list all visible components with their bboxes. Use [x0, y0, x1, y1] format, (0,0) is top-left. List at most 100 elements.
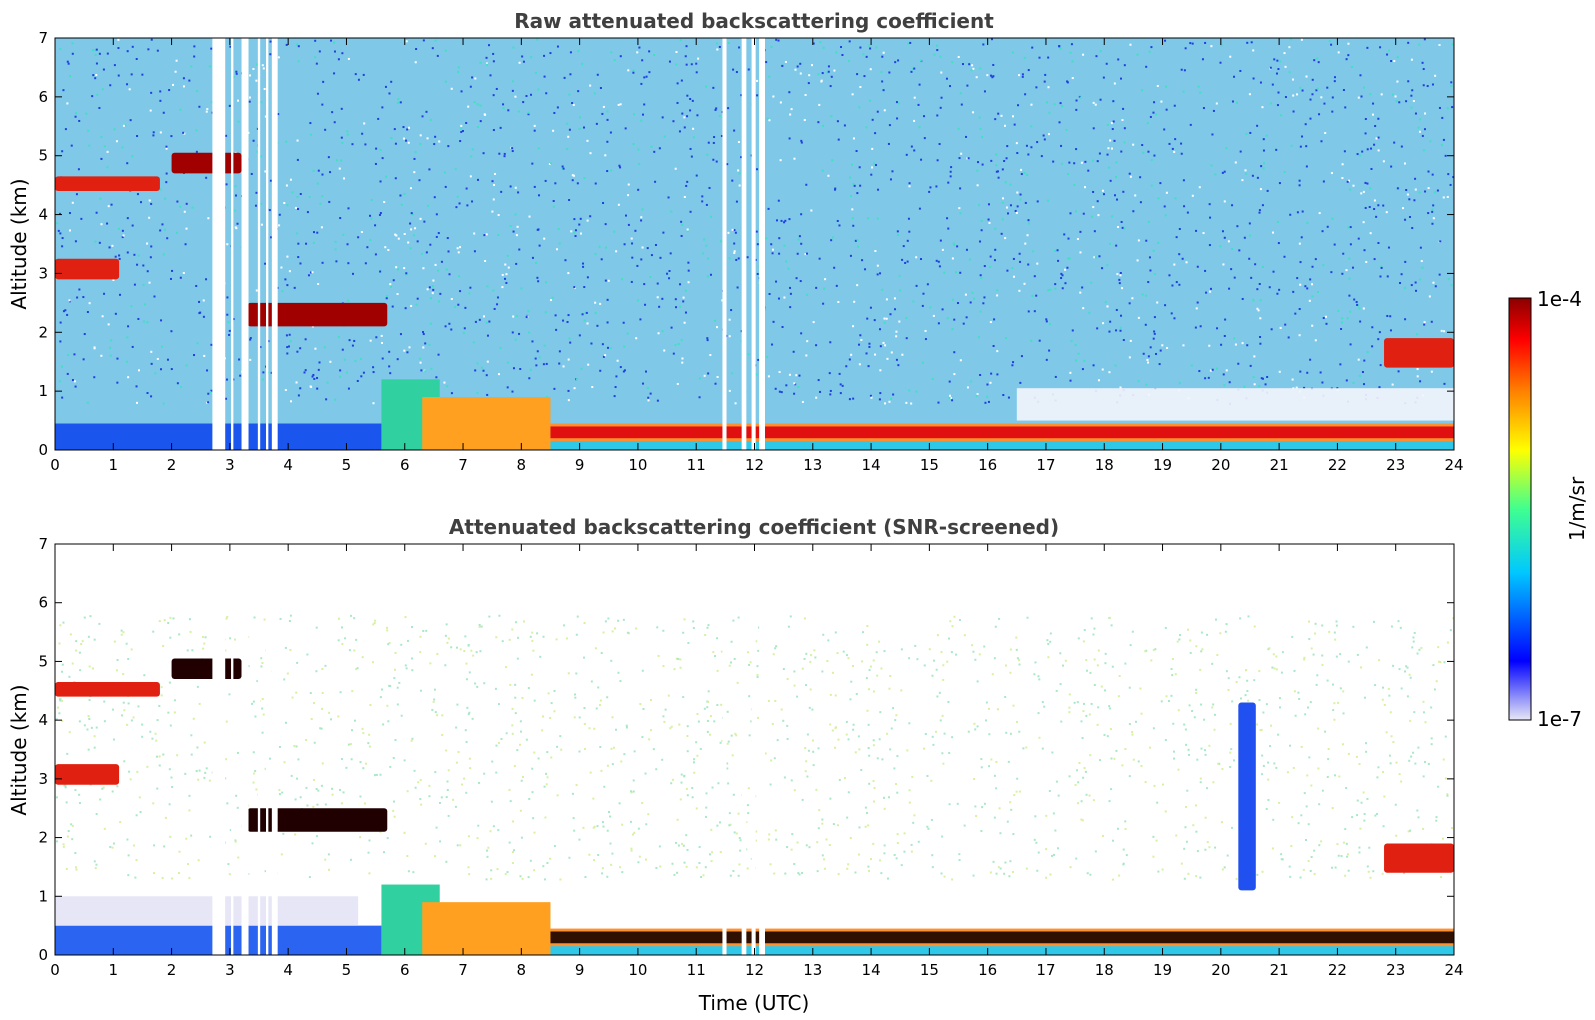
data-gap-7 — [741, 544, 747, 955]
data-gap-8 — [751, 38, 756, 450]
colorbar-unit-label: 1/m/sr — [1565, 476, 1589, 541]
colorbar-gradient — [1508, 297, 1532, 721]
x-tick-label: 10 — [628, 961, 647, 979]
data-gap-7 — [741, 38, 747, 450]
y-tick-label: 1 — [38, 887, 48, 905]
y-tick-label: 3 — [38, 264, 48, 282]
x-tick-label: 13 — [803, 456, 822, 474]
feature-cloud-3 — [247, 302, 388, 327]
x-tick-label: 19 — [1153, 456, 1172, 474]
feature-cloud-2 — [55, 764, 120, 785]
y-tick-label: 4 — [38, 206, 48, 224]
x-tick-label: 15 — [920, 456, 939, 474]
panel1-heatmap — [55, 38, 1454, 450]
panel2-ylabel: Altitude (km) — [7, 684, 31, 815]
data-gap-9 — [759, 544, 765, 955]
feature-cloud-0 — [55, 176, 160, 192]
data-gap-2 — [241, 544, 249, 955]
data-gap-4 — [266, 38, 269, 450]
y-tick-label: 2 — [38, 323, 48, 341]
data-gap-3 — [257, 38, 261, 450]
data-gap-5 — [271, 38, 278, 450]
x-tick-label: 22 — [1328, 456, 1347, 474]
x-tick-label: 14 — [862, 961, 881, 979]
x-tick-label: 1 — [109, 961, 119, 979]
feature-cloud-3 — [247, 808, 388, 832]
x-tick-label: 9 — [575, 456, 585, 474]
x-tick-label: 12 — [745, 456, 764, 474]
y-tick-label: 5 — [38, 147, 48, 165]
y-tick-label: 5 — [38, 652, 48, 670]
y-tick-label: 6 — [38, 88, 48, 106]
x-tick-label: 4 — [283, 961, 293, 979]
x-tick-label: 20 — [1211, 456, 1230, 474]
data-gap-4 — [266, 544, 269, 955]
x-tick-label: 3 — [225, 961, 235, 979]
feature-boundary-layer-6 — [381, 884, 1454, 955]
y-tick-label: 0 — [38, 946, 48, 964]
x-tick-label: 21 — [1270, 961, 1289, 979]
feature-boundary-layer-5 — [381, 379, 1454, 450]
y-tick-label: 7 — [38, 29, 48, 47]
panel2-xlabel: Time (UTC) — [698, 991, 810, 1015]
x-tick-label: 5 — [342, 456, 352, 474]
x-tick-label: 10 — [628, 456, 647, 474]
x-tick-label: 8 — [517, 961, 527, 979]
x-tick-label: 23 — [1386, 961, 1405, 979]
x-tick-label: 24 — [1444, 961, 1463, 979]
data-gap-2 — [241, 38, 249, 450]
x-tick-label: 8 — [517, 456, 527, 474]
data-gap-0 — [212, 38, 226, 450]
x-tick-label: 18 — [1095, 456, 1114, 474]
data-gap-6 — [722, 38, 727, 450]
feature-cloud-5 — [1384, 843, 1454, 873]
x-tick-label: 4 — [283, 456, 293, 474]
x-tick-label: 16 — [978, 456, 997, 474]
x-tick-label: 23 — [1386, 456, 1405, 474]
x-tick-label: 0 — [50, 961, 60, 979]
x-tick-label: 17 — [1036, 456, 1055, 474]
panel2-heatmap — [55, 544, 1454, 955]
data-gap-1 — [231, 38, 234, 450]
noise-speckle — [56, 38, 1454, 405]
panel2-title: Attenuated backscattering coefficient (S… — [449, 515, 1059, 539]
y-tick-label: 3 — [38, 770, 48, 788]
colorbar-max-label: 1e-4 — [1537, 287, 1582, 311]
x-tick-label: 6 — [400, 961, 410, 979]
feature-cloud-0 — [55, 681, 160, 697]
panel1-ylabel: Altitude (km) — [7, 178, 31, 309]
data-gap-3 — [257, 544, 261, 955]
x-tick-label: 11 — [687, 961, 706, 979]
x-tick-label: 18 — [1095, 961, 1114, 979]
data-gap-0 — [212, 544, 226, 955]
y-tick-label: 4 — [38, 711, 48, 729]
x-tick-label: 5 — [342, 961, 352, 979]
x-tick-label: 21 — [1270, 456, 1289, 474]
panel1-title: Raw attenuated backscattering coefficien… — [514, 9, 994, 33]
x-tick-label: 2 — [167, 961, 177, 979]
x-tick-label: 0 — [50, 456, 60, 474]
x-tick-label: 13 — [803, 961, 822, 979]
x-tick-label: 15 — [920, 961, 939, 979]
x-tick-label: 2 — [167, 456, 177, 474]
colorbar: 1e-4 1e-7 1/m/sr — [1508, 287, 1589, 731]
y-tick-label: 1 — [38, 382, 48, 400]
y-tick-label: 2 — [38, 829, 48, 847]
x-tick-label: 14 — [862, 456, 881, 474]
data-gap-8 — [751, 544, 756, 955]
x-tick-label: 7 — [458, 456, 468, 474]
y-tick-label: 6 — [38, 594, 48, 612]
x-tick-label: 3 — [225, 456, 235, 474]
x-tick-label: 11 — [687, 456, 706, 474]
data-gap-5 — [271, 544, 278, 955]
x-tick-label: 24 — [1444, 456, 1463, 474]
x-tick-label: 20 — [1211, 961, 1230, 979]
x-tick-label: 7 — [458, 961, 468, 979]
x-tick-label: 17 — [1036, 961, 1055, 979]
x-tick-label: 9 — [575, 961, 585, 979]
feature-cloud-4 — [1384, 338, 1454, 368]
x-tick-label: 22 — [1328, 961, 1347, 979]
data-gap-9 — [759, 38, 765, 450]
x-tick-label: 6 — [400, 456, 410, 474]
